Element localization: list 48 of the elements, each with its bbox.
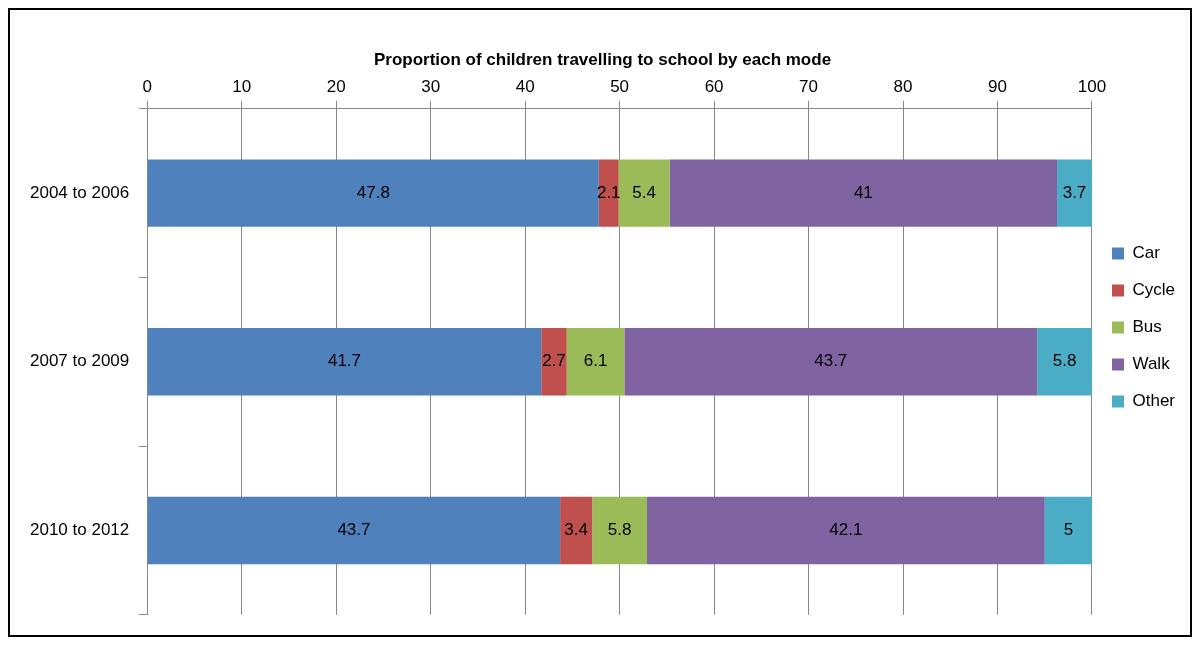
x-tick-label: 40 (515, 77, 535, 97)
x-tick-label: 10 (232, 77, 252, 97)
data-label: 42.1 (829, 520, 863, 540)
bar (147, 159, 599, 227)
legend-label: Bus (1132, 317, 1162, 337)
x-tick-label: 0 (142, 77, 152, 97)
data-label: 43.7 (337, 520, 371, 540)
data-label: 3.7 (1062, 182, 1087, 202)
x-tick-label: 90 (988, 77, 1007, 97)
data-label: 6.1 (583, 351, 608, 371)
bar (669, 159, 1058, 227)
y-tick-label: 2007 to 2009 (30, 351, 130, 371)
x-tick-label: 20 (326, 77, 346, 97)
chart-title: Proportion of children travelling to school by each mode (373, 49, 832, 69)
y-tick-label: 2004 to 2006 (30, 182, 130, 202)
bar (566, 328, 625, 396)
bar (541, 328, 567, 396)
bar (560, 496, 593, 565)
bar (147, 496, 561, 565)
data-label: 41.7 (327, 351, 362, 371)
x-tick-label: 100 (1077, 77, 1107, 97)
bar (592, 496, 648, 565)
data-label: 5.4 (632, 182, 657, 202)
bar (1037, 328, 1092, 396)
legend-label: Car (1132, 243, 1161, 263)
data-label: 3.4 (564, 520, 588, 540)
data-label: 47.8 (356, 182, 390, 202)
data-label: 41 (853, 182, 873, 202)
data-label: 5 (1063, 520, 1074, 540)
x-tick-label: 30 (421, 77, 441, 97)
data-label: 5.8 (1052, 351, 1077, 371)
x-tick-label: 70 (799, 77, 819, 97)
bar (1057, 159, 1092, 227)
data-label: 5.8 (607, 520, 632, 540)
bar (647, 496, 1045, 565)
data-label: 2.7 (542, 351, 566, 371)
legend-label: Other (1132, 391, 1176, 411)
legend-label: Cycle (1132, 280, 1175, 300)
x-tick-label: 50 (610, 77, 630, 97)
y-tick-label: 2010 to 2012 (30, 520, 130, 540)
legend-label: Walk (1132, 354, 1171, 374)
bar (624, 328, 1038, 396)
x-tick-label: 80 (893, 77, 913, 97)
data-label: 43.7 (814, 351, 848, 371)
bar (618, 159, 670, 227)
x-tick-label: 60 (704, 77, 724, 97)
bar (147, 328, 542, 396)
bar (1044, 496, 1092, 565)
